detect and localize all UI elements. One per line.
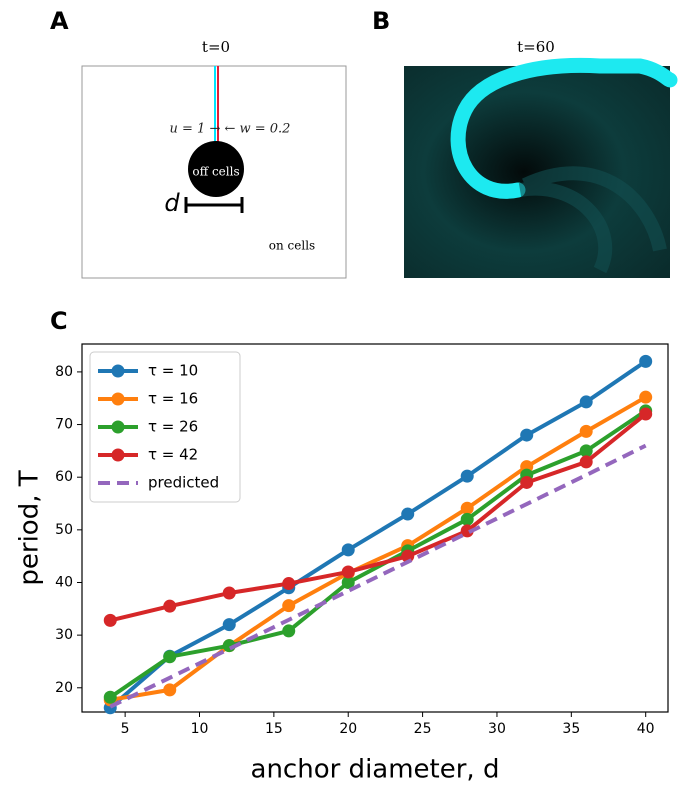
line-chart: 5 10 15 20 25 30 35 40 20 30 40 50 60 70 80 anchor diam… (15, 343, 669, 785)
data-point (639, 354, 653, 368)
series-line (108, 359, 647, 710)
data-point (639, 407, 653, 421)
data-point (103, 613, 117, 627)
series-line (109, 412, 647, 623)
data-point (163, 683, 177, 697)
x-tick-label: 15 (265, 721, 283, 737)
series-line (109, 409, 647, 699)
spiral-wave (450, 57, 678, 199)
data-point (520, 428, 534, 442)
data-point (341, 543, 355, 557)
legend-marker (111, 448, 125, 462)
panel-title: t=60 (517, 38, 555, 56)
y-tick-label: 50 (55, 522, 73, 538)
data-point (163, 599, 177, 613)
y-tick-label: 60 (55, 469, 73, 485)
panel-label: B (372, 7, 390, 35)
data-point (639, 390, 653, 404)
x-tick-label: 25 (414, 721, 432, 737)
legend-label: τ = 26 (148, 418, 198, 436)
data-point (103, 690, 117, 704)
panel-title: t=0 (202, 38, 230, 56)
data-point (341, 575, 355, 589)
data-point (460, 524, 474, 538)
spiral-trail (518, 166, 667, 274)
data-point (460, 469, 474, 483)
annotation: u = 1 → ← w = 0.2 (170, 122, 291, 137)
anchor (188, 141, 244, 197)
data-point (460, 512, 474, 526)
legend-marker (111, 364, 125, 378)
data-point (579, 455, 593, 469)
data-point (282, 624, 296, 638)
region-label: on cells (269, 239, 315, 253)
center-label: off cells (192, 165, 239, 179)
legend-label: τ = 10 (148, 362, 198, 380)
panel-label: C (50, 307, 68, 335)
y-axis-label: period, T (15, 470, 45, 585)
data-point (163, 650, 177, 664)
y-tick-label: 70 (55, 417, 73, 433)
scale-bar (184, 197, 244, 213)
x-tick-label: 10 (191, 721, 209, 737)
legend-box (89, 351, 241, 503)
y-tick-label: 20 (55, 680, 73, 696)
x-tick-label: 40 (637, 721, 655, 737)
y-tick-label: 80 (55, 364, 73, 380)
legend-label: τ = 16 (148, 390, 198, 408)
legend-label: predicted (148, 474, 219, 492)
data-point (579, 424, 593, 438)
series-line (109, 395, 647, 702)
y-tick-label: 30 (55, 627, 73, 643)
x-axis-label: anchor diameter, d (251, 755, 500, 785)
predicted-line (109, 443, 647, 709)
panel-label: A (50, 7, 69, 35)
data-point (579, 395, 593, 409)
y-tick-label: 40 (55, 574, 73, 590)
data-point (460, 501, 474, 515)
legend-label: τ = 42 (148, 446, 198, 464)
scale-label: d (164, 189, 180, 217)
data-point (222, 618, 236, 632)
data-point (520, 475, 534, 489)
legend-marker (111, 420, 125, 434)
simulation-image (404, 66, 670, 278)
data-point (401, 507, 415, 521)
x-tick-label: 30 (488, 721, 506, 737)
data-point (579, 444, 593, 458)
x-tick-label: 35 (562, 721, 580, 737)
x-tick-label: 20 (339, 721, 357, 737)
data-point (282, 599, 296, 613)
x-tick-label: 5 (121, 721, 130, 737)
data-point (341, 565, 355, 579)
data-point (282, 577, 296, 591)
legend-marker (111, 392, 125, 406)
data-point (222, 586, 236, 600)
